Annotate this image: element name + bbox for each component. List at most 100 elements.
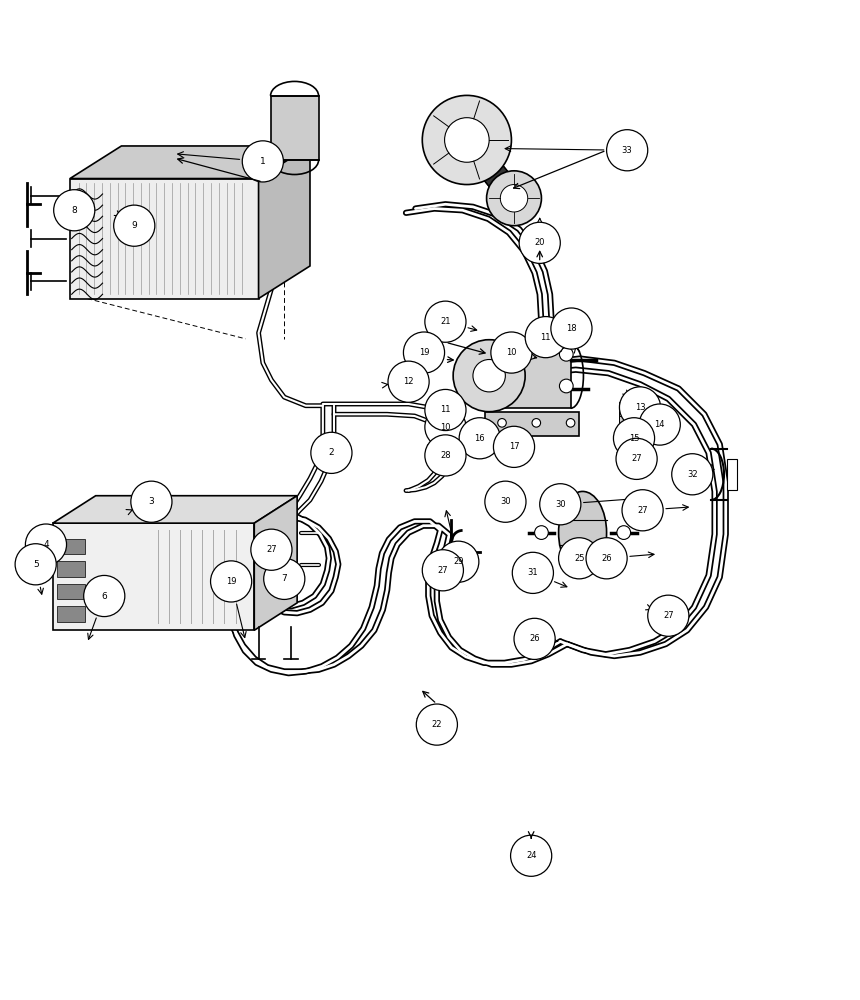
Text: 7: 7 [281, 574, 287, 583]
Text: 27: 27 [266, 545, 277, 554]
Circle shape [501, 185, 528, 212]
Circle shape [473, 360, 506, 392]
Text: 4: 4 [43, 540, 49, 549]
Circle shape [53, 190, 95, 231]
Text: 17: 17 [509, 442, 519, 451]
Circle shape [498, 419, 507, 427]
Text: 18: 18 [566, 324, 577, 333]
Circle shape [525, 317, 566, 358]
Text: 26: 26 [601, 554, 612, 563]
Polygon shape [255, 496, 298, 630]
Circle shape [485, 481, 526, 522]
Text: 21: 21 [440, 317, 451, 326]
Circle shape [513, 552, 554, 593]
Circle shape [310, 432, 352, 473]
Text: 27: 27 [637, 506, 648, 515]
Bar [57, 561, 84, 577]
Bar [494, 343, 570, 408]
Polygon shape [70, 179, 259, 299]
Circle shape [616, 438, 657, 479]
Circle shape [131, 481, 172, 522]
Text: 30: 30 [555, 500, 566, 509]
Bar [618, 402, 634, 418]
Text: 28: 28 [440, 451, 451, 460]
Circle shape [535, 526, 549, 539]
Text: 3: 3 [149, 497, 154, 506]
Circle shape [622, 490, 663, 531]
Text: 32: 32 [687, 470, 697, 479]
Text: 22: 22 [432, 720, 442, 729]
Circle shape [445, 118, 489, 162]
Circle shape [251, 529, 292, 570]
Text: 29: 29 [453, 557, 464, 566]
Circle shape [613, 418, 654, 459]
Text: 33: 33 [622, 146, 633, 155]
Circle shape [243, 141, 284, 182]
Circle shape [15, 544, 56, 585]
Text: 14: 14 [654, 420, 665, 429]
Text: 25: 25 [574, 554, 585, 563]
Circle shape [487, 171, 542, 226]
Circle shape [606, 130, 648, 171]
Circle shape [459, 418, 501, 459]
Text: 27: 27 [631, 454, 642, 463]
Circle shape [560, 379, 573, 393]
Circle shape [114, 205, 155, 246]
Circle shape [453, 340, 525, 412]
Polygon shape [458, 132, 524, 206]
Text: 19: 19 [419, 348, 429, 357]
Bar [57, 539, 84, 554]
Circle shape [559, 538, 599, 579]
Text: 15: 15 [629, 434, 639, 443]
Circle shape [586, 538, 627, 579]
Circle shape [211, 561, 252, 602]
Circle shape [491, 332, 532, 373]
Text: 6: 6 [101, 592, 108, 601]
Polygon shape [70, 146, 310, 179]
Bar [57, 606, 84, 622]
Circle shape [425, 301, 466, 342]
Text: 24: 24 [526, 851, 537, 860]
Text: 11: 11 [440, 405, 451, 414]
Bar [727, 459, 737, 490]
Circle shape [551, 308, 592, 349]
Text: 12: 12 [403, 377, 414, 386]
Circle shape [566, 419, 574, 427]
Circle shape [648, 595, 689, 636]
Bar [57, 584, 84, 599]
Text: 27: 27 [663, 611, 673, 620]
Text: 10: 10 [507, 348, 517, 357]
Text: 5: 5 [33, 560, 39, 569]
Text: 2: 2 [329, 448, 335, 457]
Text: 30: 30 [501, 497, 511, 506]
Circle shape [494, 426, 535, 467]
Circle shape [388, 361, 429, 402]
Polygon shape [52, 496, 298, 523]
Circle shape [26, 524, 66, 565]
Circle shape [639, 404, 680, 445]
Circle shape [617, 526, 630, 539]
Circle shape [425, 389, 466, 431]
Text: 31: 31 [527, 568, 538, 577]
Circle shape [511, 835, 552, 876]
Circle shape [514, 618, 556, 659]
Circle shape [438, 541, 479, 582]
Circle shape [540, 484, 581, 525]
Circle shape [532, 419, 541, 427]
Circle shape [672, 454, 713, 495]
Circle shape [416, 704, 458, 745]
Circle shape [619, 387, 660, 428]
Text: 20: 20 [534, 238, 545, 247]
Text: 1: 1 [260, 157, 266, 166]
Circle shape [425, 407, 466, 448]
Text: 8: 8 [71, 206, 77, 215]
Text: 9: 9 [132, 221, 137, 230]
Bar [271, 96, 318, 160]
Bar [618, 431, 634, 441]
Polygon shape [485, 412, 579, 436]
Circle shape [83, 575, 125, 617]
Text: 19: 19 [226, 577, 237, 586]
Circle shape [422, 550, 464, 591]
Circle shape [403, 332, 445, 373]
Bar [618, 416, 634, 429]
